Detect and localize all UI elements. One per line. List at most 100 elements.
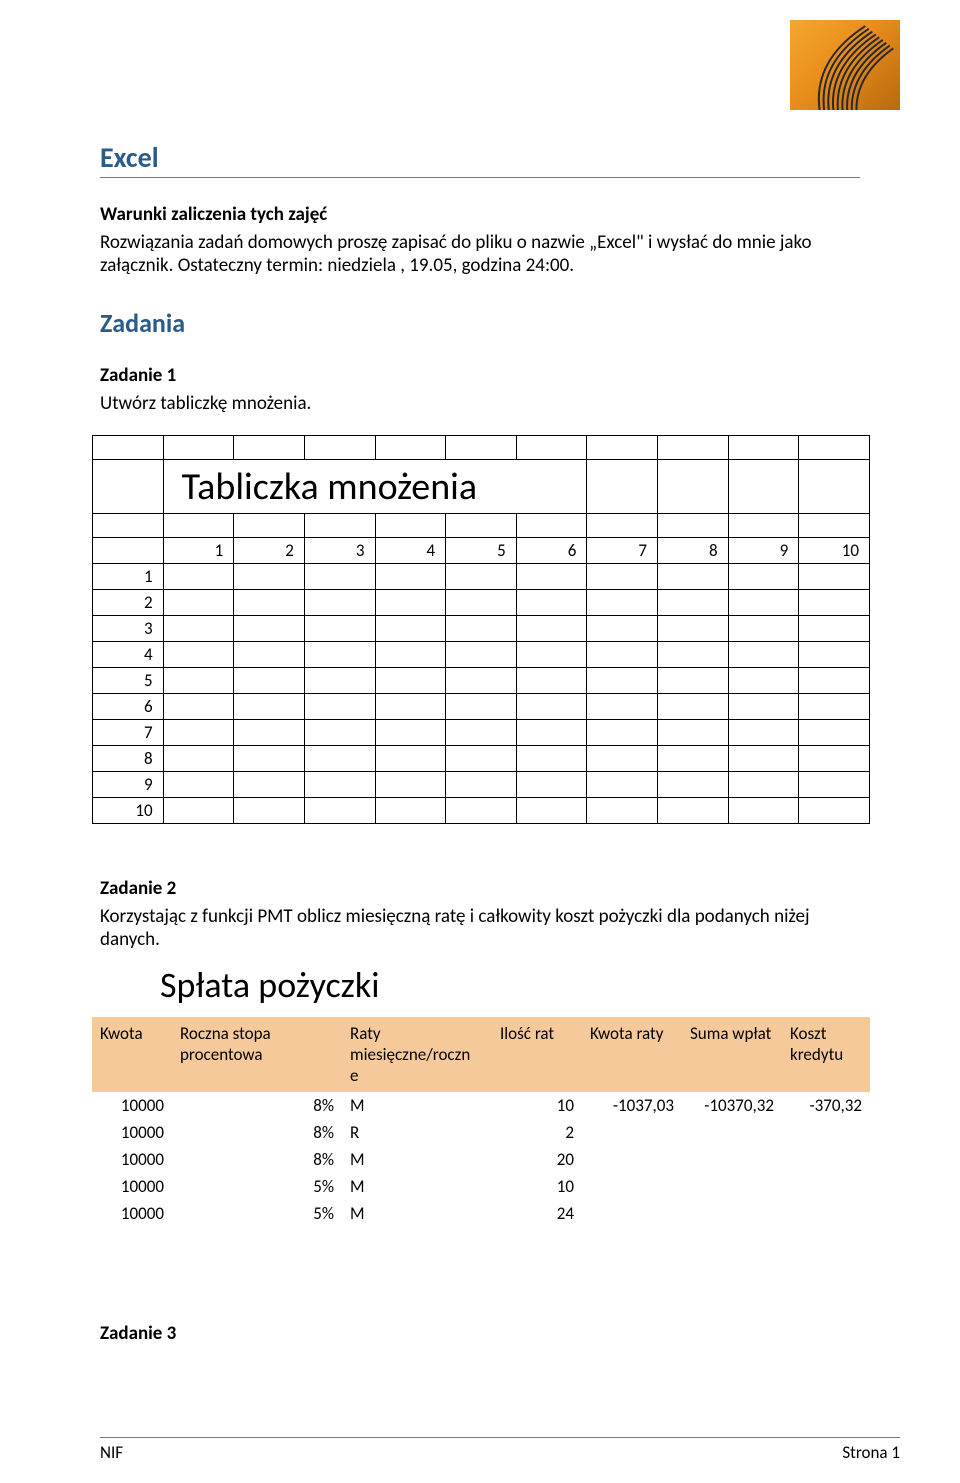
cell: 10000 (92, 1173, 172, 1200)
cell: 8% (172, 1146, 342, 1173)
col-head: 2 (234, 538, 305, 564)
table-row: 3 (93, 616, 870, 642)
cell (682, 1146, 782, 1173)
intro-body: Rozwiązania zadań domowych proszę zapisa… (100, 231, 860, 277)
table-row: 1 (93, 564, 870, 590)
loan-header-row: Kwota Roczna stopa procentowa Raty miesi… (92, 1017, 870, 1092)
intro-heading: Warunki zaliczenia tych zajęć (100, 203, 860, 226)
cell (782, 1119, 870, 1146)
col-head: 9 (728, 538, 799, 564)
table-row (93, 514, 870, 538)
col-raty: Raty miesięczne/roczne (342, 1017, 492, 1092)
cell: 8% (172, 1092, 342, 1119)
cell: 10 (492, 1092, 582, 1119)
row-head: 1 (93, 564, 164, 590)
cell (782, 1173, 870, 1200)
cell: R (342, 1119, 492, 1146)
cell: 5% (172, 1173, 342, 1200)
cell: M (342, 1173, 492, 1200)
footer-right: Strona 1 (842, 1442, 900, 1463)
cell (582, 1173, 682, 1200)
cell: 10000 (92, 1092, 172, 1119)
header-image (790, 20, 900, 110)
loan-table: Kwota Roczna stopa procentowa Raty miesi… (92, 1017, 870, 1227)
col-suma: Suma wpłat (682, 1017, 782, 1092)
col-head: 7 (587, 538, 658, 564)
cell: 5% (172, 1200, 342, 1227)
table-row: 2 (93, 590, 870, 616)
multiplication-table: Tabliczka mnożenia 1 2 3 4 5 6 7 8 9 10 … (92, 435, 870, 824)
cell: 24 (492, 1200, 582, 1227)
page-footer: NIF Strona 1 (100, 1437, 900, 1463)
cell: 2 (492, 1119, 582, 1146)
cell: 10000 (92, 1200, 172, 1227)
col-koszt: Koszt kredytu (782, 1017, 870, 1092)
col-head: 10 (799, 538, 870, 564)
cell: 10 (492, 1173, 582, 1200)
table-title-row: Tabliczka mnożenia (93, 460, 870, 514)
task2-text: Korzystając z funkcji PMT oblicz miesięc… (100, 905, 860, 951)
col-stopa: Roczna stopa procentowa (172, 1017, 342, 1092)
mult-header-row: 1 2 3 4 5 6 7 8 9 10 (93, 538, 870, 564)
cell: M (342, 1200, 492, 1227)
cell (782, 1200, 870, 1227)
loan-row: 10000 8% M 10 -1037,03 -10370,32 -370,32 (92, 1092, 870, 1119)
table-row: 9 (93, 772, 870, 798)
col-head: 6 (516, 538, 587, 564)
col-head: 8 (658, 538, 729, 564)
cell (682, 1119, 782, 1146)
col-head: 4 (375, 538, 446, 564)
cell: 10000 (92, 1119, 172, 1146)
row-head: 2 (93, 590, 164, 616)
col-head: 1 (163, 538, 234, 564)
cell (782, 1146, 870, 1173)
row-head: 8 (93, 746, 164, 772)
cell: -370,32 (782, 1092, 870, 1119)
cell (582, 1200, 682, 1227)
table-row: 4 (93, 642, 870, 668)
cell (582, 1119, 682, 1146)
task2-label: Zadanie 2 (100, 877, 860, 900)
row-head: 9 (93, 772, 164, 798)
cell: 8% (172, 1119, 342, 1146)
cell: M (342, 1092, 492, 1119)
table-row: 5 (93, 668, 870, 694)
task1-label: Zadanie 1 (100, 364, 860, 387)
col-head: 5 (446, 538, 517, 564)
table-row: 6 (93, 694, 870, 720)
loan-row: 10000 8% M 20 (92, 1146, 870, 1173)
cell: 10000 (92, 1146, 172, 1173)
loan-table-title: Spłata pożyczki (160, 963, 860, 1007)
document-page: Excel Warunki zaliczenia tych zajęć Rozw… (0, 0, 960, 1483)
cell (682, 1200, 782, 1227)
loan-row: 10000 5% M 10 (92, 1173, 870, 1200)
cell: -10370,32 (682, 1092, 782, 1119)
col-ilosc: Ilość rat (492, 1017, 582, 1092)
row-head: 6 (93, 694, 164, 720)
col-kwota-raty: Kwota raty (582, 1017, 682, 1092)
table-row: 7 (93, 720, 870, 746)
task1-text: Utwórz tabliczkę mnożenia. (100, 392, 860, 415)
table-row (93, 436, 870, 460)
col-kwota: Kwota (92, 1017, 172, 1092)
page-title: Excel (100, 140, 860, 178)
row-head: 10 (93, 798, 164, 824)
loan-row: 10000 5% M 24 (92, 1200, 870, 1227)
rake-icon (790, 20, 900, 110)
col-head: 3 (304, 538, 375, 564)
cell: M (342, 1146, 492, 1173)
cell (682, 1173, 782, 1200)
row-head: 7 (93, 720, 164, 746)
row-head: 4 (93, 642, 164, 668)
row-head: 3 (93, 616, 164, 642)
cell: 20 (492, 1146, 582, 1173)
table-row: 8 (93, 746, 870, 772)
mult-table-wrap: Tabliczka mnożenia 1 2 3 4 5 6 7 8 9 10 … (92, 435, 860, 824)
task3-label: Zadanie 3 (100, 1322, 860, 1345)
mult-table-title: Tabliczka mnożenia (163, 460, 587, 514)
cell: -1037,03 (582, 1092, 682, 1119)
footer-left: NIF (100, 1442, 123, 1463)
loan-row: 10000 8% R 2 (92, 1119, 870, 1146)
table-row: 10 (93, 798, 870, 824)
cell (582, 1146, 682, 1173)
